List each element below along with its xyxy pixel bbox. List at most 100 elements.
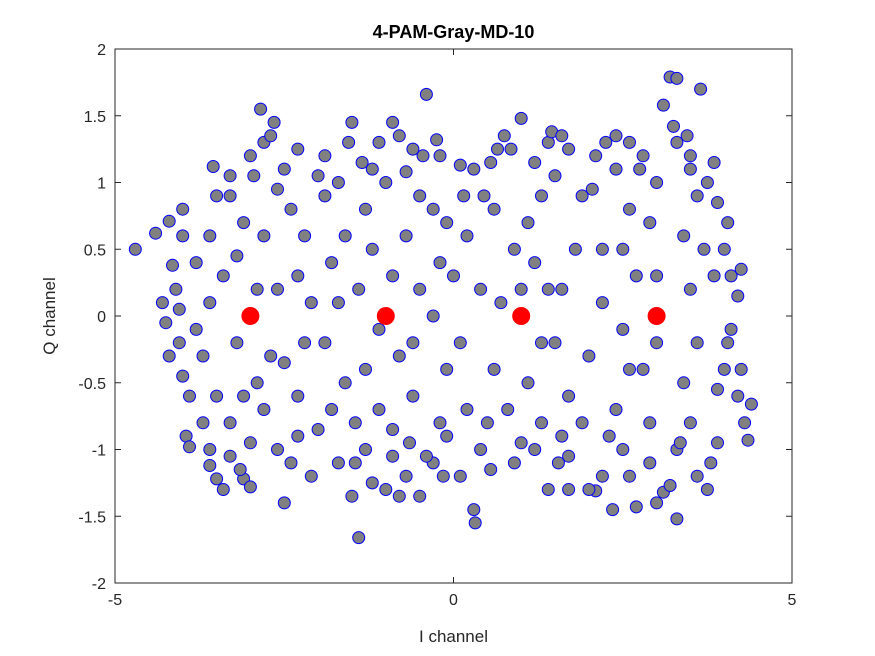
- sample-point: [555, 282, 569, 296]
- sample-point: [460, 403, 474, 416]
- sample-point: [491, 142, 504, 156]
- sample-point: [189, 256, 203, 270]
- sample-point: [477, 189, 491, 203]
- sample-point: [304, 469, 318, 483]
- sample-point: [210, 472, 224, 486]
- sample-point: [690, 336, 704, 350]
- sample-point: [636, 362, 650, 376]
- sample-point: [623, 362, 636, 376]
- sample-point: [359, 443, 372, 456]
- sample-point: [609, 162, 623, 176]
- sample-point: [399, 469, 413, 483]
- sample-point: [507, 456, 521, 470]
- sample-point: [514, 111, 528, 125]
- sample-point: [535, 189, 548, 203]
- sample-point: [673, 436, 687, 450]
- sample-point: [690, 469, 704, 483]
- sample-point: [541, 483, 555, 496]
- sample-point: [731, 389, 745, 403]
- chart-title: 4-PAM-Gray-MD-10: [373, 22, 535, 42]
- x-axis-label: I channel: [419, 627, 488, 646]
- sample-point: [467, 162, 481, 176]
- sample-point: [734, 362, 748, 376]
- sample-point: [433, 256, 447, 270]
- sample-point: [352, 282, 366, 296]
- sample-point: [433, 416, 447, 430]
- sample-point: [602, 429, 616, 443]
- sample-point: [731, 289, 745, 303]
- sample-point: [606, 503, 620, 517]
- sample-point: [447, 269, 460, 283]
- sample-point: [453, 158, 467, 172]
- sample-point: [413, 282, 427, 296]
- x-tick-label: 0: [449, 592, 458, 609]
- sample-point: [348, 456, 362, 470]
- sample-point: [677, 229, 691, 243]
- sample-point: [203, 229, 217, 243]
- sample-point: [433, 149, 447, 163]
- sample-point: [291, 429, 305, 443]
- sample-point: [551, 456, 565, 470]
- sample-point: [744, 397, 758, 411]
- sample-point: [467, 503, 481, 517]
- sample-point: [528, 256, 542, 270]
- sample-point: [348, 416, 362, 430]
- sample-point: [162, 214, 176, 228]
- sample-point: [179, 429, 193, 443]
- sample-point: [203, 296, 217, 310]
- sample-point: [392, 489, 406, 503]
- sample-point: [650, 269, 664, 283]
- sample-point: [521, 216, 535, 230]
- sample-point: [667, 119, 680, 133]
- sample-point: [345, 115, 359, 129]
- sample-point: [419, 87, 433, 101]
- sample-point: [386, 269, 400, 283]
- sample-point: [528, 156, 542, 169]
- sample-point: [359, 362, 372, 376]
- sample-point: [406, 336, 420, 350]
- constellation-point: [376, 307, 395, 325]
- sample-point: [277, 162, 291, 176]
- sample-point: [338, 229, 352, 243]
- sample-point: [670, 135, 684, 149]
- sample-point: [230, 249, 244, 263]
- sample-point: [683, 162, 697, 176]
- sample-point: [399, 229, 413, 243]
- sample-point: [541, 282, 555, 296]
- sample-point: [311, 423, 325, 436]
- sample-point: [487, 202, 501, 216]
- sample-point: [365, 162, 379, 176]
- sample-point: [585, 182, 599, 196]
- sample-point: [623, 202, 636, 216]
- y-tick-label: -1.5: [78, 509, 106, 526]
- sample-point: [210, 389, 224, 403]
- sample-point: [650, 176, 664, 189]
- sample-point: [392, 349, 406, 363]
- sample-point: [453, 469, 467, 483]
- sample-point: [172, 336, 186, 350]
- sample-point: [643, 216, 657, 230]
- sample-point: [568, 242, 582, 256]
- sample-point: [670, 71, 684, 85]
- y-tick-label: 0: [97, 309, 106, 326]
- sample-point: [562, 483, 576, 496]
- sample-point: [700, 176, 714, 189]
- sample-point: [237, 389, 251, 403]
- sample-point: [298, 336, 312, 350]
- sample-point: [166, 258, 179, 272]
- sample-point: [609, 129, 623, 143]
- sample-point: [304, 296, 318, 310]
- sample-point: [172, 302, 186, 316]
- sample-point: [426, 309, 440, 323]
- sample-point: [365, 242, 379, 256]
- sample-point: [629, 500, 643, 514]
- sample-point: [413, 489, 427, 503]
- sample-point: [460, 229, 474, 243]
- sample-point: [707, 156, 721, 169]
- sample-point: [521, 376, 535, 390]
- sample-point: [183, 440, 196, 454]
- sample-point: [386, 115, 400, 129]
- sample-point: [582, 483, 596, 496]
- sample-point: [656, 98, 670, 112]
- sample-point: [183, 389, 196, 403]
